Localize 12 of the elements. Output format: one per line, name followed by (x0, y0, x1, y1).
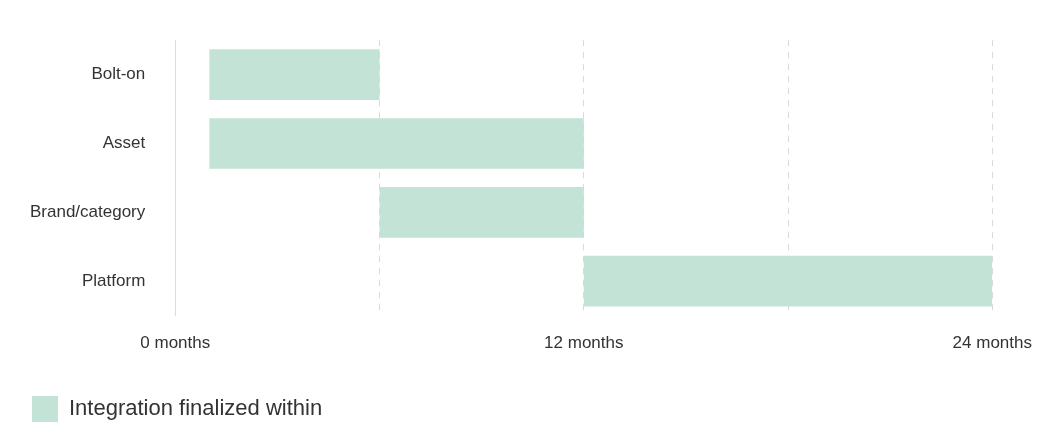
legend-label: Integration finalized within (69, 395, 323, 421)
bar (379, 186, 584, 238)
x-tick-label: 12 months (544, 333, 624, 353)
bar (209, 118, 584, 169)
y-tick-label: Asset (102, 133, 146, 153)
y-tick-label: Brand/category (29, 202, 146, 222)
x-tick-label: 0 months (140, 333, 211, 353)
bar (583, 255, 993, 307)
y-tick-label: Bolt-on (91, 64, 146, 84)
x-tick-label: 24 months (952, 333, 1033, 353)
y-tick-label: Platform (81, 270, 146, 290)
bar (209, 49, 380, 100)
